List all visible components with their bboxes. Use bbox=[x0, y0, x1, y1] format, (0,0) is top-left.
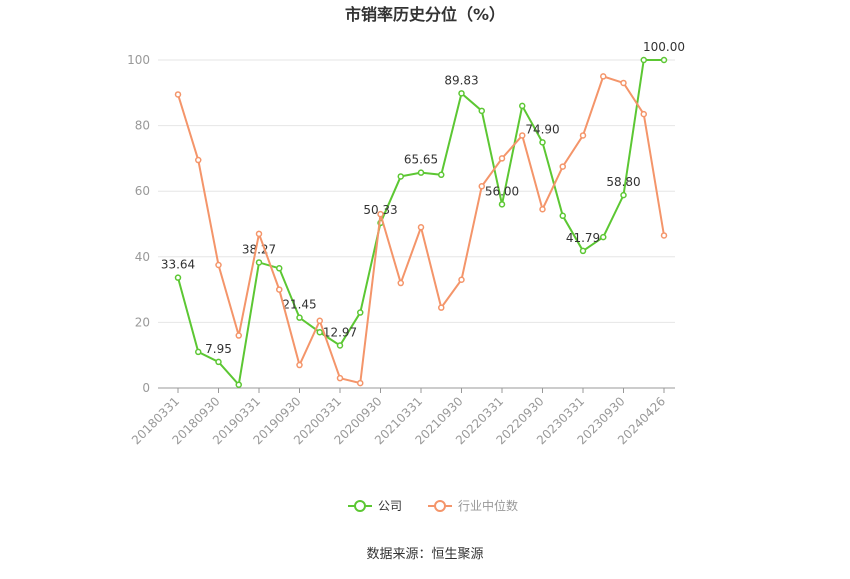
y-tick-label: 40 bbox=[135, 250, 150, 264]
data-point bbox=[438, 304, 445, 311]
data-label: 41.79 bbox=[566, 231, 600, 245]
data-point bbox=[539, 139, 546, 146]
data-point bbox=[296, 361, 303, 369]
data-point bbox=[255, 259, 263, 266]
data-point bbox=[397, 279, 404, 287]
data-label: 74.90 bbox=[525, 122, 559, 136]
data-point bbox=[316, 328, 323, 336]
data-point bbox=[478, 107, 485, 115]
data-point bbox=[600, 73, 607, 80]
legend: 公司 行业中位数 bbox=[348, 498, 518, 513]
data-label: 7.95 bbox=[205, 342, 232, 356]
data-point bbox=[276, 265, 283, 272]
data-point bbox=[417, 224, 425, 231]
data-point bbox=[336, 342, 344, 349]
data-label: 21.45 bbox=[282, 298, 316, 312]
legend-marker bbox=[354, 500, 366, 512]
y-tick-label: 0 bbox=[142, 381, 150, 395]
data-point bbox=[660, 56, 668, 64]
chart-title: 市销率历史分位（%） bbox=[345, 5, 505, 24]
data-point bbox=[215, 261, 222, 269]
legend-marker bbox=[434, 500, 447, 512]
data-label: 33.64 bbox=[161, 258, 195, 272]
data-point bbox=[458, 276, 465, 284]
y-tick-label: 100 bbox=[127, 53, 150, 67]
data-point bbox=[498, 155, 506, 162]
data-label: 100.00 bbox=[643, 40, 685, 54]
data-point bbox=[377, 210, 384, 218]
y-tick-label: 20 bbox=[135, 315, 150, 329]
data-point bbox=[296, 314, 303, 321]
data-point bbox=[478, 183, 485, 190]
data-label: 12.97 bbox=[323, 325, 357, 339]
source-note: 数据来源：恒生聚源 bbox=[366, 547, 483, 562]
data-point bbox=[559, 212, 566, 220]
y-tick-label: 60 bbox=[135, 184, 150, 198]
data-point bbox=[235, 381, 242, 388]
data-point bbox=[579, 247, 587, 255]
data-point bbox=[620, 79, 627, 87]
data-label: 50.33 bbox=[363, 203, 397, 217]
legend-label: 公司 bbox=[378, 499, 402, 513]
data-point bbox=[579, 132, 587, 139]
data-point bbox=[235, 332, 242, 339]
data-point bbox=[640, 56, 647, 64]
data-point bbox=[660, 232, 668, 239]
data-point bbox=[357, 379, 364, 387]
data-point bbox=[215, 358, 222, 366]
data-point bbox=[539, 205, 546, 213]
data-point bbox=[519, 132, 526, 139]
data-point bbox=[640, 110, 647, 118]
data-point bbox=[519, 102, 526, 110]
data-point bbox=[255, 230, 263, 238]
data-label: 56.00 bbox=[485, 184, 519, 198]
data-point bbox=[417, 169, 425, 176]
data-point bbox=[174, 274, 182, 281]
data-point bbox=[276, 286, 283, 293]
data-point bbox=[438, 171, 445, 179]
legend-label: 行业中位数 bbox=[458, 498, 518, 513]
data-point bbox=[336, 374, 344, 382]
data-point bbox=[357, 309, 364, 316]
data-point bbox=[600, 233, 607, 241]
data-label: 89.83 bbox=[444, 73, 478, 87]
data-point bbox=[195, 348, 202, 356]
data-point bbox=[458, 90, 465, 97]
data-point bbox=[174, 91, 182, 98]
y-tick-label: 80 bbox=[135, 119, 150, 133]
series-line bbox=[177, 59, 664, 387]
data-point bbox=[397, 173, 404, 180]
data-point bbox=[195, 156, 202, 164]
data-label: 38.27 bbox=[242, 242, 276, 256]
data-label: 65.65 bbox=[404, 153, 438, 167]
data-point bbox=[559, 163, 566, 170]
data-point bbox=[620, 191, 627, 199]
data-point bbox=[498, 201, 506, 208]
data-label: 58.80 bbox=[606, 175, 640, 189]
data-point bbox=[316, 317, 323, 325]
